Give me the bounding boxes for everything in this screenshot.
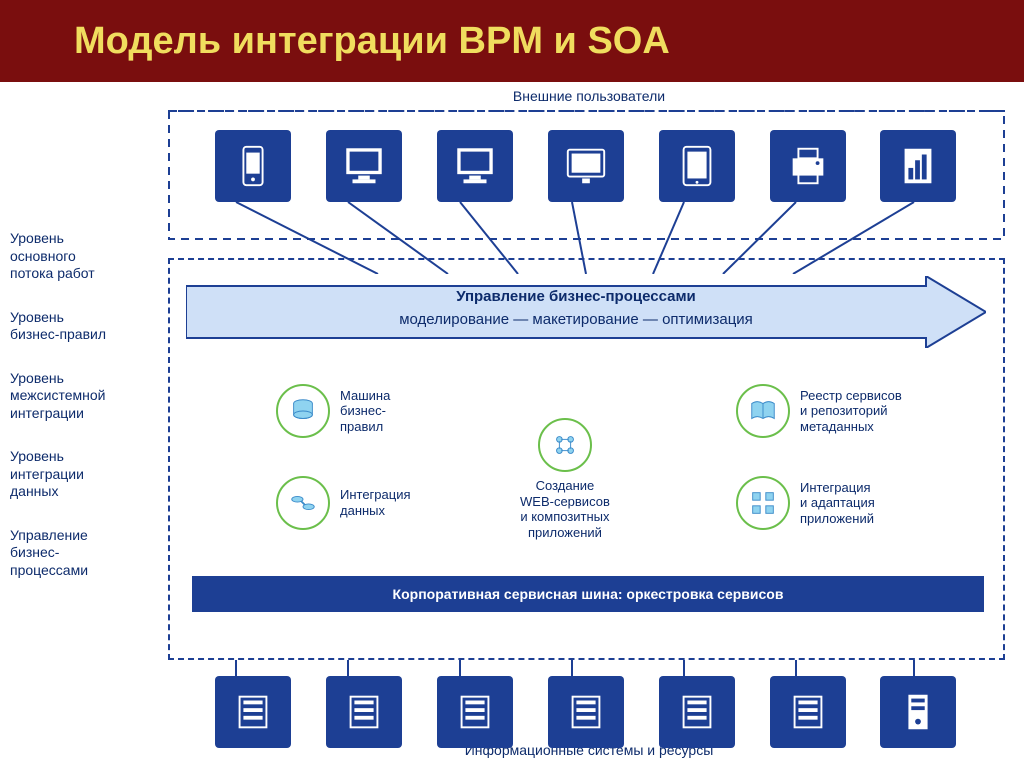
server-icon	[659, 676, 735, 748]
service-rules-engine: Машина бизнес- правил	[276, 384, 390, 438]
service-label: Интеграция данных	[340, 487, 411, 518]
apps-grid-icon	[736, 476, 790, 530]
monitor-icon	[548, 130, 624, 202]
bpm-arrow-banner: Управление бизнес-процессами моделирован…	[186, 276, 986, 348]
top-connectors	[198, 202, 974, 274]
info-system-icons	[198, 676, 974, 748]
arrow-text: Управление бизнес-процессами моделирован…	[226, 286, 926, 331]
service-registry: Реестр сервисов и репозиторий метаданных	[736, 384, 902, 438]
service-app-adapt: Интеграция и адаптация приложений	[736, 476, 875, 530]
diagram: Уровень основного потока работ Уровень б…	[0, 82, 1024, 767]
database-icon	[276, 384, 330, 438]
service-label: Реестр сервисов и репозиторий метаданных	[800, 388, 902, 435]
external-user-icons	[198, 130, 974, 202]
service-bus-bar: Корпоративная сервисная шина: оркестровк…	[192, 576, 984, 612]
diagram-main: Внешние пользователи Информационные сист…	[0, 88, 1018, 760]
server-icon	[326, 676, 402, 748]
service-label: Создание WEB-сервисов и композитных прил…	[520, 478, 610, 540]
desktop-icon	[326, 130, 402, 202]
arrow-line1: Управление бизнес-процессами	[226, 286, 926, 309]
slide-header: Модель интеграции BPM и SOA	[0, 0, 1024, 82]
server-icon	[437, 676, 513, 748]
desktop-icon	[437, 130, 513, 202]
server-icon	[770, 676, 846, 748]
service-label: Машина бизнес- правил	[340, 388, 390, 435]
web-services-icon	[538, 418, 592, 472]
printer-icon	[770, 130, 846, 202]
service-web-services: Создание WEB-сервисов и композитных прил…	[520, 418, 610, 540]
dashed-top-border	[168, 110, 1005, 112]
chart-doc-icon	[880, 130, 956, 202]
server-icon	[548, 676, 624, 748]
phone-icon	[215, 130, 291, 202]
external-users-label: Внешние пользователи	[80, 88, 1024, 104]
server-icon	[215, 676, 291, 748]
arrow-line2: моделирование — макетирование — оптимиза…	[226, 309, 926, 332]
service-data-integration: Интеграция данных	[276, 476, 411, 530]
service-label: Интеграция и адаптация приложений	[800, 480, 875, 527]
book-icon	[736, 384, 790, 438]
integration-icon	[276, 476, 330, 530]
tablet-icon	[659, 130, 735, 202]
tower-icon	[880, 676, 956, 748]
slide-title: Модель интеграции BPM и SOA	[74, 20, 670, 63]
